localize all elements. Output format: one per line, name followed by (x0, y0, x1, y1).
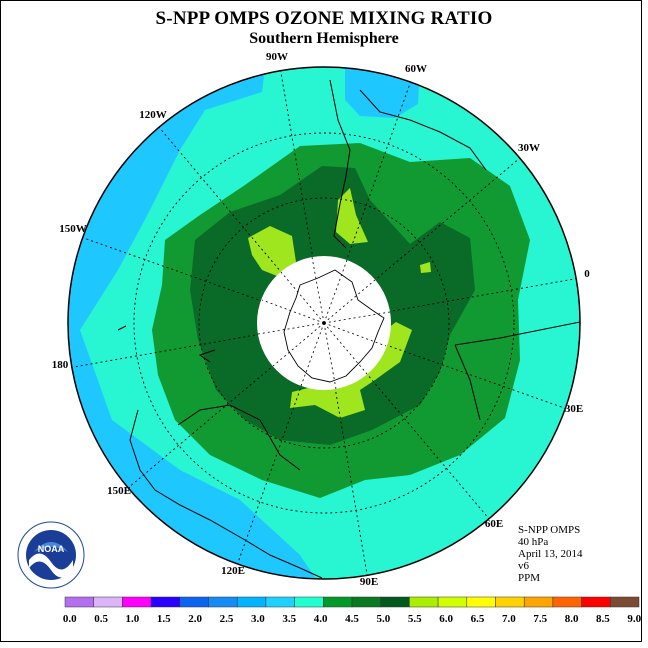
longitude-label: 30W (518, 142, 540, 154)
legend-swatch (466, 596, 496, 608)
legend-tick-label: 0.5 (94, 613, 108, 625)
legend-swatch (265, 596, 295, 608)
legend-swatch (150, 596, 181, 608)
legend-swatch (581, 596, 611, 608)
legend-tick-label: 1.0 (126, 613, 140, 625)
meta-date: April 13, 2014 (518, 548, 583, 560)
legend-swatch (294, 596, 324, 608)
legend-swatch (351, 596, 381, 608)
longitude-label: 150E (107, 485, 131, 497)
longitude-label: 90W (266, 51, 288, 63)
legend-tick-label: 2.0 (188, 613, 202, 625)
legend-tick-label: 6.0 (439, 613, 453, 625)
metadata-block: S-NPP OMPS 40 hPa April 13, 2014 v6 PPM (518, 524, 582, 584)
legend-swatch (495, 596, 525, 608)
longitude-label: 30E (565, 403, 583, 415)
legend-tick-label: 4.5 (345, 613, 359, 625)
longitude-label: 0 (584, 268, 590, 280)
legend-tick-label: 8.5 (596, 613, 610, 625)
legend-tick-label: 7.0 (502, 613, 516, 625)
legend-swatch (93, 596, 123, 608)
legend-swatch (208, 596, 238, 608)
logo-text: NOAA (38, 544, 65, 554)
longitude-label: 150W (59, 223, 87, 235)
legend-tick-label: 8.0 (565, 613, 579, 625)
legend-tick-label: 7.5 (533, 613, 547, 625)
map-boundary (67, 66, 581, 580)
meta-pressure: 40 hPa (518, 536, 549, 548)
ozone-lightblue-patch (345, 68, 420, 118)
ozone-high-patch-east (420, 262, 431, 273)
legend-tick-label: 3.0 (251, 613, 265, 625)
legend-swatch (610, 596, 640, 608)
meta-units: PPM (518, 572, 541, 584)
page-title: S-NPP OMPS OZONE MIXING RATIO (155, 8, 493, 29)
coastlines (117, 79, 580, 579)
legend-tick-label: 5.0 (376, 613, 390, 625)
legend-swatch (523, 596, 554, 608)
legend-swatch (552, 596, 582, 608)
legend-swatch (323, 596, 353, 608)
longitude-label: 90E (360, 576, 378, 588)
antarctica-coastline (283, 269, 385, 383)
legend-tick-label: 3.5 (282, 613, 296, 625)
ozone-lightblue-region (68, 68, 330, 579)
legend-swatch (380, 596, 410, 608)
meta-instrument: S-NPP OMPS (518, 524, 581, 536)
page-subtitle: Southern Hemisphere (249, 30, 399, 47)
legend-tick-label: 5.5 (408, 613, 422, 625)
longitude-label: 60W (405, 63, 427, 75)
legend-swatch (236, 596, 267, 608)
legend-tick-label: 0.0 (63, 613, 77, 625)
ozone-high-patch-west (248, 226, 296, 278)
legend-tick-label: 1.5 (157, 613, 171, 625)
legend-tick-label: 4.0 (314, 613, 328, 625)
polar-graticule (257, 256, 391, 390)
longitude-label: 180 (52, 359, 69, 371)
legend-swatch (122, 596, 152, 608)
legend-swatch (409, 596, 439, 608)
legend-swatch (179, 596, 209, 608)
legend-tick-label: 6.5 (471, 613, 485, 625)
meta-version: v6 (518, 560, 529, 572)
legend-tick-label: 9.0 (627, 613, 641, 625)
south-pole-marker (322, 321, 326, 325)
longitude-label: 60E (485, 518, 503, 530)
ozone-field (68, 67, 580, 579)
longitude-label: 120W (139, 109, 167, 121)
noaa-logo-icon: NOAA (17, 521, 85, 589)
color-legend: 0.0 0.5 1.0 1.5 2.0 2.5 3.0 3.5 4.0 4.5 5.0 5.5 6.0 6… (63, 596, 642, 625)
longitude-label: 120E (221, 565, 245, 577)
legend-swatch (64, 596, 94, 608)
ozone-high-patch-peninsula (336, 188, 368, 244)
legend-swatch (437, 596, 468, 608)
longitude-labels: 90W 60W 30W 0 30E 60E 90E 120E 150E 180 150W 120W (52, 51, 591, 588)
legend-tick-label: 2.5 (220, 613, 234, 625)
